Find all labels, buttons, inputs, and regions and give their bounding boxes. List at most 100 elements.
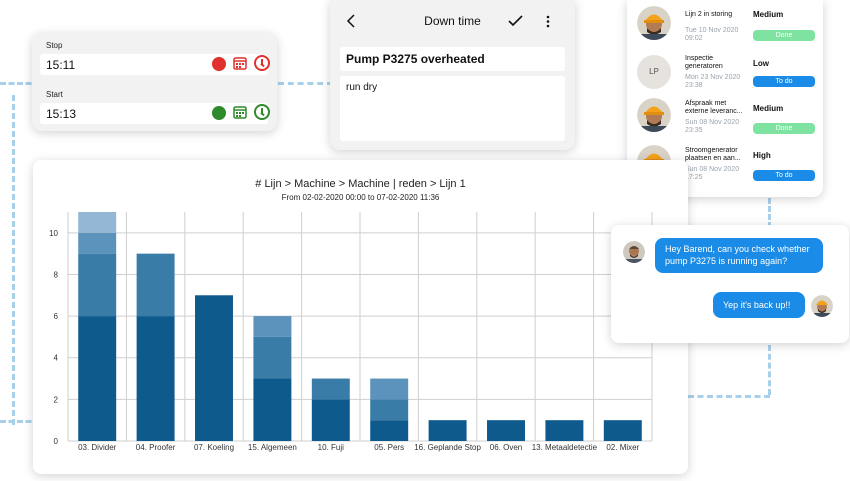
clock-icon[interactable] [254,55,270,71]
bar-segment [370,420,409,441]
task-name: Inspectie generatoren [685,55,723,70]
task-item[interactable]: Lijn 2 in storing Tue 10 Nov 2020 09:02 … [627,6,823,52]
clock-icon[interactable] [254,104,270,120]
x-tick-label: 13. Metaaldetectie [532,443,598,452]
task-name: Stroomgenerator plaatsen en aan... [685,147,741,162]
task-name: Afspraak met externe leveranc... [685,100,743,115]
task-priority: Low [753,59,769,68]
issue-note-field[interactable]: run dry [340,76,565,141]
incoming-message-bubble: Hey Barend, can you check whether pump P… [655,238,823,273]
y-tick-label: 10 [49,229,58,238]
downtime-title: Down time [424,14,481,28]
bar-segment [253,316,292,337]
chart-subtitle: From 02-02-2020 00:00 to 07-02-2020 11:3… [281,193,440,202]
checkmark-icon[interactable] [508,15,523,27]
task-priority: High [753,151,771,160]
task-status-button[interactable]: To do [753,170,815,181]
worker-avatar-icon [811,295,833,317]
start-time-value: 15:13 [46,107,77,121]
task-priority: Medium [753,104,784,113]
bar-segment [78,232,117,254]
x-tick-label: 04. Proofer [136,443,176,452]
y-tick-label: 4 [54,354,59,363]
y-tick-label: 2 [54,395,59,404]
task-item[interactable]: Afspraak met externe leveranc... Sun 08 … [627,98,823,144]
bar-segment [253,336,292,379]
tasks-card: Lijn 2 in storing Tue 10 Nov 2020 09:02 … [627,0,823,197]
x-tick-label: 06. Oven [490,443,522,452]
red-status-dot-icon [212,57,226,71]
calendar-icon[interactable] [233,105,247,119]
y-tick-label: 6 [54,312,59,321]
x-tick-label: 03. Divider [78,443,117,452]
bar-segment [370,399,409,421]
issue-title: Pump P3275 overheated [346,52,485,66]
x-tick-label: 05. Pers [374,443,404,452]
bar-segment [136,253,175,317]
stop-label: Stop [46,41,63,50]
bar-segment [78,253,117,317]
connector-line [12,95,15,425]
task-status-button[interactable]: Done [753,30,815,41]
bar-segment [428,420,467,441]
issue-note: run dry [346,82,378,93]
bar-segment [78,212,117,233]
outgoing-message-bubble: Yep it's back up!! [713,292,805,318]
bar-segment [487,420,525,441]
initials-avatar: LP [637,55,671,89]
start-time-field[interactable]: 15:13 [40,103,270,124]
task-date: Sun 08 Nov 2020 17:25 [685,166,740,181]
avatar-initials: LP [649,67,659,76]
stop-time-field[interactable]: 15:11 [40,54,270,75]
chart-title: # Lijn > Machine > Machine | reden > Lij… [255,178,466,190]
downtime-header: Down time [330,6,575,36]
task-date: Tue 10 Nov 2020 09:02 [685,27,739,42]
start-label: Start [46,90,63,99]
x-tick-label: 07. Koeling [194,443,234,452]
y-tick-label: 0 [54,437,59,446]
task-item[interactable]: LP Inspectie generatoren Mon 23 Nov 2020… [627,55,823,101]
connector-line [688,395,770,398]
task-priority: Medium [753,10,784,19]
stop-time-value: 15:11 [46,58,76,72]
sender-avatar-icon [623,241,645,263]
x-tick-label: 16. Geplande Stop [414,443,481,452]
x-tick-label: 15. Algemeen [248,443,297,452]
task-date: Mon 23 Nov 2020 23:38 [685,74,741,89]
task-status-button[interactable]: Done [753,123,815,134]
task-status-button[interactable]: To do [753,76,815,87]
calendar-icon[interactable] [233,56,247,70]
bar-segment [311,378,350,400]
bar-segment [253,378,292,441]
downtime-chart-card: # Lijn > Machine > Machine | reden > Lij… [33,160,688,474]
bar-segment [78,316,117,441]
chevron-left-icon[interactable] [346,14,356,28]
connector-line [0,420,40,423]
bar-segment [370,378,409,400]
stacked-bar-chart: 0 2 4 6 8 10 03. Divider 04. Proofer 07. Koeling… [49,212,653,452]
more-vertical-icon[interactable] [546,15,550,28]
issue-title-field[interactable]: Pump P3275 overheated [340,47,565,71]
x-tick-label: 02. Mixer [606,443,639,452]
stop-start-card: Stop 15:11 Start 15:13 [32,33,277,131]
task-name: Lijn 2 in storing [685,11,733,18]
bar-segment [311,399,350,441]
connector-line [0,82,40,85]
worker-avatar-icon [637,6,671,40]
chat-card: Hey Barend, can you check whether pump P… [611,225,849,343]
connector-line [278,82,333,85]
worker-avatar-icon [637,98,671,132]
x-tick-label: 10. Fuji [318,443,344,452]
incoming-message-text: Hey Barend, can you check whether pump P… [665,244,810,266]
outgoing-message-text: Yep it's back up!! [723,300,791,310]
y-tick-label: 8 [54,270,59,279]
task-date: Sun 08 Nov 2020 23:35 [685,119,740,134]
bar-segment [545,420,584,441]
connector-line [768,198,771,228]
bar-segment [195,295,233,441]
downtime-card: Down time Pump P3275 overheated run dry [330,0,575,150]
green-status-dot-icon [212,106,226,120]
bar-segment [603,420,642,441]
connector-line [768,345,771,395]
bar-segment [136,316,175,441]
